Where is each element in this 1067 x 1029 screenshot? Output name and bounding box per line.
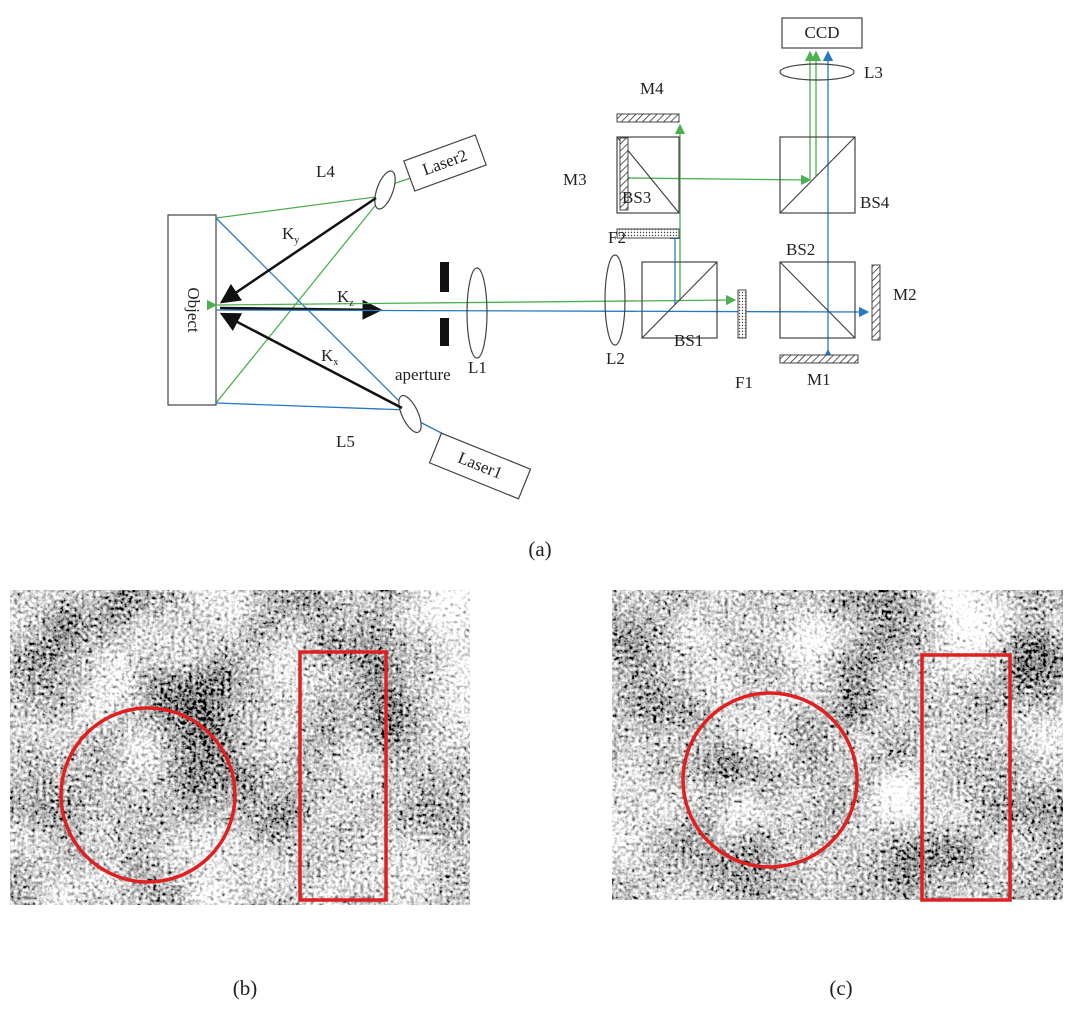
filter xyxy=(738,290,746,338)
mirror xyxy=(780,355,858,363)
label: BS4 xyxy=(860,193,890,212)
line xyxy=(780,262,855,338)
mirror xyxy=(872,265,880,340)
label: aperture xyxy=(395,365,451,384)
label: BS3 xyxy=(622,188,651,207)
sub: z xyxy=(349,298,354,309)
lens xyxy=(394,392,425,435)
label: L1 xyxy=(468,358,487,377)
line xyxy=(780,137,855,213)
sub: y xyxy=(294,235,299,246)
base: K xyxy=(321,346,334,365)
beam xyxy=(216,403,408,410)
label: M2 xyxy=(893,285,917,304)
aperture xyxy=(440,262,449,292)
label: L2 xyxy=(606,349,625,368)
beam xyxy=(216,196,383,218)
beam xyxy=(216,196,383,403)
setup: Object Laser2 Laser1 xyxy=(168,18,917,499)
label: L3 xyxy=(864,63,883,82)
lens xyxy=(371,168,400,211)
laser2: Laser2 xyxy=(404,135,486,191)
label: M3 xyxy=(563,170,587,189)
label: M1 xyxy=(807,370,831,389)
speckle-image xyxy=(612,590,1063,900)
label: F1 xyxy=(735,373,753,392)
vector xyxy=(222,314,402,408)
beam xyxy=(216,310,868,312)
beam xyxy=(216,218,408,410)
caption: (c) xyxy=(829,976,852,1000)
filter xyxy=(617,229,679,238)
rect xyxy=(10,590,470,905)
caption: (a) xyxy=(528,537,551,561)
beam xyxy=(630,178,810,180)
label: BS1 xyxy=(674,331,703,350)
label: L5 xyxy=(336,432,355,451)
mirror xyxy=(617,114,679,122)
aperture xyxy=(440,318,449,346)
base: K xyxy=(337,287,350,306)
label: CCD xyxy=(805,23,840,42)
label: F2 xyxy=(608,228,626,247)
label: BS2 xyxy=(786,240,815,259)
sub: x xyxy=(333,357,338,368)
lens xyxy=(605,255,625,345)
lens xyxy=(467,268,487,358)
label: M4 xyxy=(640,79,664,98)
figure: Object Laser2 Laser1 xyxy=(0,0,1067,1029)
label: L4 xyxy=(316,162,335,181)
speckle-image xyxy=(10,590,470,905)
vector-label: Kx xyxy=(321,346,338,368)
rect xyxy=(612,590,1063,900)
lens xyxy=(780,64,854,80)
laser1: Laser1 xyxy=(430,433,531,499)
caption: (b) xyxy=(233,976,258,1000)
base: K xyxy=(282,224,295,243)
labels: CCD M4 L3 L4 M3 BS3 BS4 F2 BS2 M2 apertu… xyxy=(282,23,917,451)
vector-label: Ky xyxy=(282,224,299,246)
vector-label: Kz xyxy=(337,287,354,309)
label: Object xyxy=(184,287,203,333)
